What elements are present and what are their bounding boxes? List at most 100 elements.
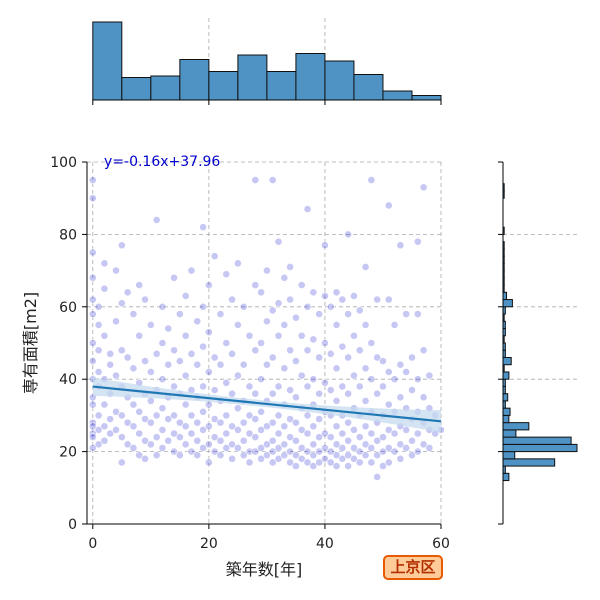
scatter-point [367,444,376,452]
scatter-point [204,328,213,337]
scatter-point [222,411,231,420]
top-histogram-bar [353,74,384,101]
scatter-point [222,429,231,438]
scatter-point [280,451,289,460]
scatter-point [245,331,254,340]
scatter-point [216,436,225,445]
scatter-point [112,407,120,416]
scatter-point [146,368,155,376]
x-axis-ticks: 0 20 40 60 [88,524,450,552]
scatter-point [297,444,306,452]
scatter-point [251,447,260,456]
top-histogram-bar [208,71,239,101]
scatter-point [129,364,138,373]
scatter-point [257,339,265,347]
scatter-point [158,302,167,311]
scatter-point [280,273,289,282]
right-histogram-bar [502,436,572,445]
scatter-point [332,440,341,449]
y-tick-label: 100 [50,155,77,171]
scatter-point [379,382,387,391]
right-histogram-bar [502,472,510,482]
scatter-point [88,248,97,257]
scatter-point [338,382,347,391]
scatter-point [257,425,265,434]
scatter-point [164,324,173,333]
top-histogram-bar [266,71,297,101]
scatter-point [332,320,341,329]
right-histogram-bars [502,183,578,482]
top-histogram-bar [150,75,181,101]
top-histogram-bar [179,59,210,101]
scatter-point [419,346,428,355]
scatter-point [292,357,300,365]
scatter-point [141,415,149,423]
scatter-point [228,422,236,431]
scatter-point [367,339,376,347]
scatter-point [396,454,405,463]
scatter-point [112,371,120,380]
scatter-point [164,360,173,369]
ward-badge: 上京区 [383,555,443,580]
scatter-point [361,364,370,373]
scatter-point [117,299,126,308]
scatter-point [344,353,353,362]
scatter-point [413,310,422,318]
scatter-point [413,375,422,384]
scatter-point [292,436,300,445]
scatter-point [88,339,97,347]
scatter-point [309,440,318,449]
scatter-point [338,342,347,351]
scatter-point [228,349,236,358]
scatter-point [379,447,387,456]
y-tick-label: 20 [59,445,77,461]
scatter-point [384,444,393,452]
scatter-point [274,237,283,246]
scatter-point [210,415,219,423]
scatter-point [100,284,109,293]
scatter-point [88,310,97,318]
scatter-point [239,436,248,445]
scatter-point [338,429,347,438]
scatter-point [152,216,161,224]
top-histogram-bar [382,90,413,101]
scatter-point [344,451,353,460]
scatter-point [263,360,271,369]
top-histogram-bar [121,77,152,101]
scatter-point [309,451,318,460]
scatter-point [245,411,254,420]
scatter-point [408,451,416,460]
scatter-point [222,339,231,347]
scatter-point [384,400,393,409]
scatter-point [361,451,370,460]
scatter-point [408,386,416,394]
scatter-point [233,320,242,329]
scatter-point [379,462,387,470]
scatter-point [112,266,120,275]
scatter-point [355,433,364,442]
scatter-point [355,382,364,391]
scatter-point [274,429,283,438]
scatter-point [199,223,207,232]
scatter-point [94,346,103,355]
scatter-point [425,371,434,380]
scatter-point [228,440,236,449]
scatter-point [204,458,213,467]
scatter-point [373,295,382,304]
main-plot: 0 20 40 60 0 20 40 60 80 100 y=-0.16x+37.96 築年数[… [21,154,450,579]
scatter-point [268,436,277,445]
right-histogram-bar [502,422,530,431]
scatter-point [384,425,393,434]
scatter-point [297,371,306,380]
scatter-point [88,444,97,452]
x-tick-label: 20 [200,536,218,552]
scatter-point [361,422,370,431]
scatter-point [315,433,324,442]
scatter-point [88,433,97,442]
scatter-point [257,288,265,297]
scatter-point [100,400,109,409]
main-grid [87,161,442,525]
scatter-point [251,433,260,442]
scatter-point [210,386,219,394]
right-histogram-bar [502,451,516,460]
